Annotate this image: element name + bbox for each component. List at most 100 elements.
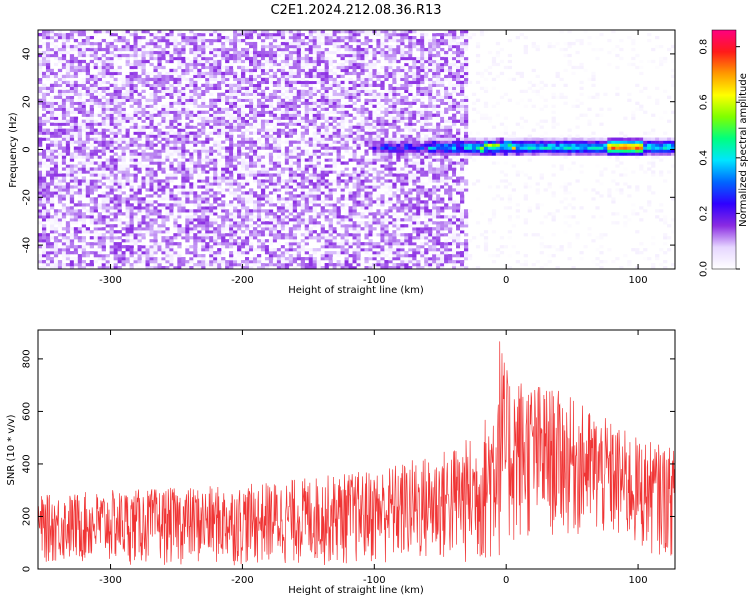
spectrogram-cell: [153, 188, 158, 192]
spectrogram-cell: [284, 77, 290, 82]
spectrogram-cell: [340, 137, 345, 141]
spectrogram-cell: [165, 158, 170, 162]
spectrogram-cell: [197, 203, 202, 207]
spectrogram-cell: [225, 203, 230, 207]
spectrogram-cell: [137, 128, 142, 132]
spectrogram-cell: [324, 230, 329, 234]
spectrogram-cell: [304, 125, 309, 129]
spectrogram-cell: [93, 101, 98, 105]
spectrogram-cell: [133, 251, 138, 255]
spectrogram-cell: [193, 182, 198, 186]
spectrogram-cell: [308, 47, 313, 52]
spectrogram-cell: [105, 224, 110, 228]
spectrogram-cell: [284, 263, 290, 267]
spectrogram-cell: [185, 191, 190, 195]
spectrogram-cell: [117, 125, 122, 129]
spectrogram-cell: [260, 167, 266, 171]
spectrogram-cell: [101, 149, 106, 153]
spectrogram-cell: [41, 134, 47, 138]
spectrogram-cell: [280, 122, 286, 126]
spectrogram-cell: [141, 104, 146, 108]
spectrogram-cell: [284, 62, 290, 67]
spectrogram-cell: [229, 92, 234, 96]
spectrogram-cell: [89, 74, 94, 79]
spectrogram-cell: [73, 59, 79, 64]
spectrogram-cell: [177, 224, 182, 228]
spectrogram-cell: [276, 215, 282, 219]
spectrogram-cell: [109, 44, 114, 49]
spectrogram-cell: [241, 53, 246, 58]
spectrogram-cell: [101, 239, 106, 243]
spectrogram-cell: [73, 221, 79, 225]
spectrogram-cell: [105, 188, 110, 192]
spectrogram-cell: [145, 116, 150, 120]
spectrogram-cell: [45, 41, 51, 46]
spectrogram-cell: [133, 128, 138, 132]
spectrogram-cell: [121, 182, 126, 186]
spectrogram-cell: [181, 260, 186, 264]
spectrogram-cell: [300, 80, 305, 85]
spectrogram-cell: [153, 191, 158, 195]
spectrogram-cell: [233, 30, 238, 34]
spectrogram-cell: [85, 68, 91, 73]
spectrogram-cell: [268, 92, 274, 96]
spectrogram-cell: [205, 263, 210, 267]
spectrogram-cell: [41, 251, 47, 255]
spectrogram-cell: [296, 218, 302, 222]
spectrogram-cell: [149, 32, 154, 37]
spectrogram-cell: [129, 134, 134, 138]
spectrogram-cell: [292, 254, 298, 258]
spectrogram-cell: [328, 212, 333, 216]
spectrogram-cell: [276, 98, 282, 102]
spectrogram-cell: [73, 191, 79, 195]
spectrogram-cell: [336, 137, 341, 141]
spectrogram-cell: [65, 197, 71, 201]
spectrogram-cell: [229, 119, 234, 123]
spectrogram-cell: [276, 35, 282, 40]
spectrogram-cell: [225, 116, 230, 120]
spectrogram-cell: [292, 218, 298, 222]
spectrogram-cell: [101, 200, 106, 204]
spectrogram-cell: [280, 131, 286, 135]
spectrogram-cell: [209, 206, 214, 210]
spectrogram-cell: [320, 53, 325, 58]
spectrogram-cell: [348, 47, 353, 52]
spectrogram-cell: [145, 74, 150, 79]
spectrogram-cell: [185, 107, 190, 111]
spectrogram-cell: [213, 44, 218, 49]
spectrogram-cell: [260, 197, 266, 201]
spectrogram-cell: [217, 119, 222, 123]
spectrogram-cell: [312, 56, 317, 61]
spectrogram-cell: [249, 68, 254, 73]
spectrogram-cell: [237, 257, 242, 261]
spectrogram-cell: [336, 92, 341, 96]
spectrogram-cell: [105, 218, 110, 222]
spectrogram-cell: [312, 263, 317, 267]
spectrogram-cell: [348, 242, 353, 246]
spectrogram-cell: [252, 68, 258, 73]
spectrogram-cell: [38, 80, 43, 85]
spectrogram-cell: [38, 89, 43, 93]
spectrogram-cell: [332, 101, 337, 105]
spectrogram-cell: [300, 32, 305, 37]
spectrogram-cell: [292, 41, 298, 46]
spectrogram-cell: [73, 83, 79, 88]
spectrogram-cell: [340, 260, 345, 264]
spectrogram-cell: [276, 257, 282, 261]
spectrogram-cell: [41, 32, 47, 37]
spectrogram-cell: [93, 41, 98, 46]
spectrogram-cell: [197, 158, 202, 162]
spectrogram-cell: [336, 170, 341, 174]
spectrogram-cell: [213, 164, 218, 168]
spectrogram-cell: [149, 212, 154, 216]
spectrogram-cell: [165, 254, 170, 258]
spectrogram-cell: [209, 101, 214, 105]
spectrogram-cell: [189, 230, 194, 234]
spectrogram-cell: [53, 263, 59, 267]
spectrogram-cell: [312, 152, 317, 156]
spectrogram-cell: [316, 236, 321, 240]
spectrogram-cell: [145, 53, 150, 58]
spectrogram-cell: [85, 125, 91, 129]
spectrogram-cell: [304, 212, 309, 216]
spectrogram-cell: [61, 179, 67, 183]
